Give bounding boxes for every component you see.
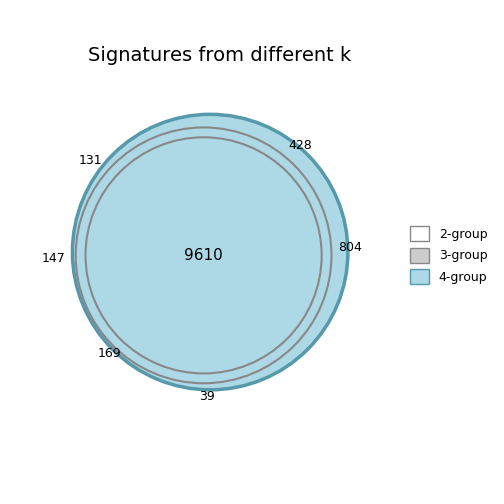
Title: Signatures from different k: Signatures from different k (88, 46, 352, 65)
Text: 39: 39 (199, 390, 215, 403)
Text: 131: 131 (78, 154, 102, 167)
Circle shape (73, 114, 348, 390)
Text: 147: 147 (42, 252, 66, 265)
Text: 428: 428 (289, 139, 312, 152)
Legend: 2-group, 3-group, 4-group: 2-group, 3-group, 4-group (405, 221, 492, 289)
Text: 804: 804 (338, 240, 362, 254)
Circle shape (86, 137, 322, 373)
Text: 169: 169 (98, 347, 121, 360)
Text: 9610: 9610 (184, 248, 223, 263)
